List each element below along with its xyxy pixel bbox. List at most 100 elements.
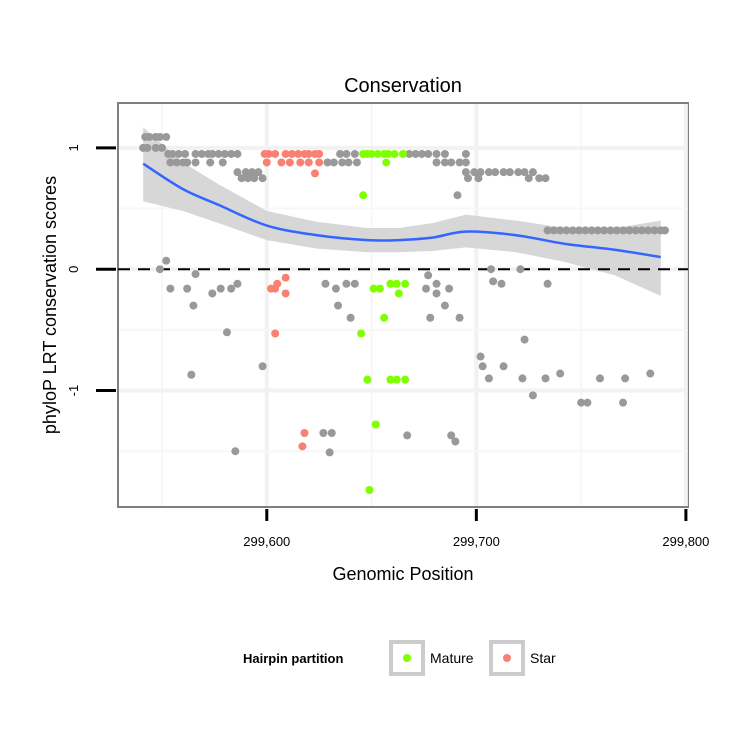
legend-label-mature: Mature (430, 650, 474, 666)
x-axis-label: Genomic Position (332, 564, 473, 584)
point-other (514, 168, 523, 177)
point-other (568, 226, 577, 235)
point-other (541, 374, 550, 383)
point-star (298, 442, 307, 451)
point-other (650, 226, 659, 235)
point-other (174, 149, 183, 158)
point-other (461, 158, 470, 167)
point-other (323, 158, 332, 167)
point-other (447, 158, 456, 167)
point-other (336, 149, 345, 158)
point-other (625, 226, 634, 235)
point-other (254, 168, 263, 177)
y-axis-label: phyloP LRT conservation scores (40, 176, 60, 434)
point-other (432, 158, 441, 167)
point-other (220, 149, 229, 158)
point-star (277, 158, 286, 167)
x-axis-ticks: 299,600 299,700 299,800 (243, 509, 709, 549)
smooth-fit-line (142, 162, 661, 259)
point-other (208, 289, 217, 298)
point-other (619, 226, 628, 235)
point-star (304, 149, 313, 158)
point-other (411, 149, 420, 158)
point-other (470, 168, 479, 177)
point-other (541, 174, 550, 183)
point-other (162, 256, 171, 265)
point-other (499, 362, 508, 371)
point-other (581, 226, 590, 235)
point-other (535, 174, 544, 183)
point-other (577, 398, 586, 407)
y-tick-label: -1 (66, 385, 81, 397)
y-tick-label: 1 (66, 144, 81, 151)
point-other (440, 158, 449, 167)
point-other (155, 265, 164, 274)
point-other (187, 370, 196, 379)
point-mature (369, 284, 378, 293)
point-mature (380, 313, 389, 322)
point-star (300, 428, 309, 437)
point-other (463, 174, 472, 183)
point-other (327, 428, 336, 437)
point-other (497, 279, 506, 288)
point-other (405, 149, 414, 158)
point-other (189, 301, 198, 310)
point-star (264, 149, 273, 158)
point-other (342, 279, 351, 288)
data-points (139, 132, 669, 495)
point-other (432, 149, 441, 158)
point-other (208, 149, 217, 158)
point-other (250, 174, 259, 183)
point-other (334, 301, 343, 310)
point-other (600, 226, 609, 235)
y-tick-label: 0 (66, 266, 81, 273)
point-star (315, 149, 324, 158)
point-other (151, 143, 160, 152)
legend-mature-marker (403, 654, 411, 662)
point-other (528, 168, 537, 177)
point-other (227, 284, 236, 293)
point-star (281, 149, 290, 158)
point-other (233, 168, 242, 177)
point-mature (394, 289, 403, 298)
point-mature (390, 149, 399, 158)
point-other (453, 191, 462, 200)
point-star (271, 149, 280, 158)
point-other (422, 284, 431, 293)
plot-panel (117, 102, 689, 508)
point-other (528, 391, 537, 400)
point-other (562, 226, 571, 235)
point-other (440, 149, 449, 158)
chart-title: Conservation (344, 75, 462, 97)
point-other (518, 374, 527, 383)
point-other (455, 158, 464, 167)
point-star (281, 273, 290, 282)
point-mature (386, 279, 395, 288)
point-other (216, 284, 225, 293)
point-other (181, 149, 190, 158)
point-other (166, 158, 175, 167)
point-other (191, 149, 200, 158)
point-other (145, 132, 154, 141)
point-other (644, 226, 653, 235)
point-other (424, 149, 433, 158)
point-other (455, 313, 464, 322)
point-mature (392, 375, 401, 384)
point-other (543, 279, 552, 288)
point-mature (363, 375, 372, 384)
point-other (556, 226, 565, 235)
point-star (271, 284, 280, 293)
point-mature (373, 149, 382, 158)
loess-fit (142, 162, 661, 259)
point-other (606, 226, 615, 235)
point-other (231, 447, 240, 456)
point-star (304, 158, 313, 167)
point-mature (384, 149, 393, 158)
point-other (197, 149, 206, 158)
point-other (248, 168, 257, 177)
point-other (237, 174, 246, 183)
point-other (342, 149, 351, 158)
point-other (619, 398, 628, 407)
